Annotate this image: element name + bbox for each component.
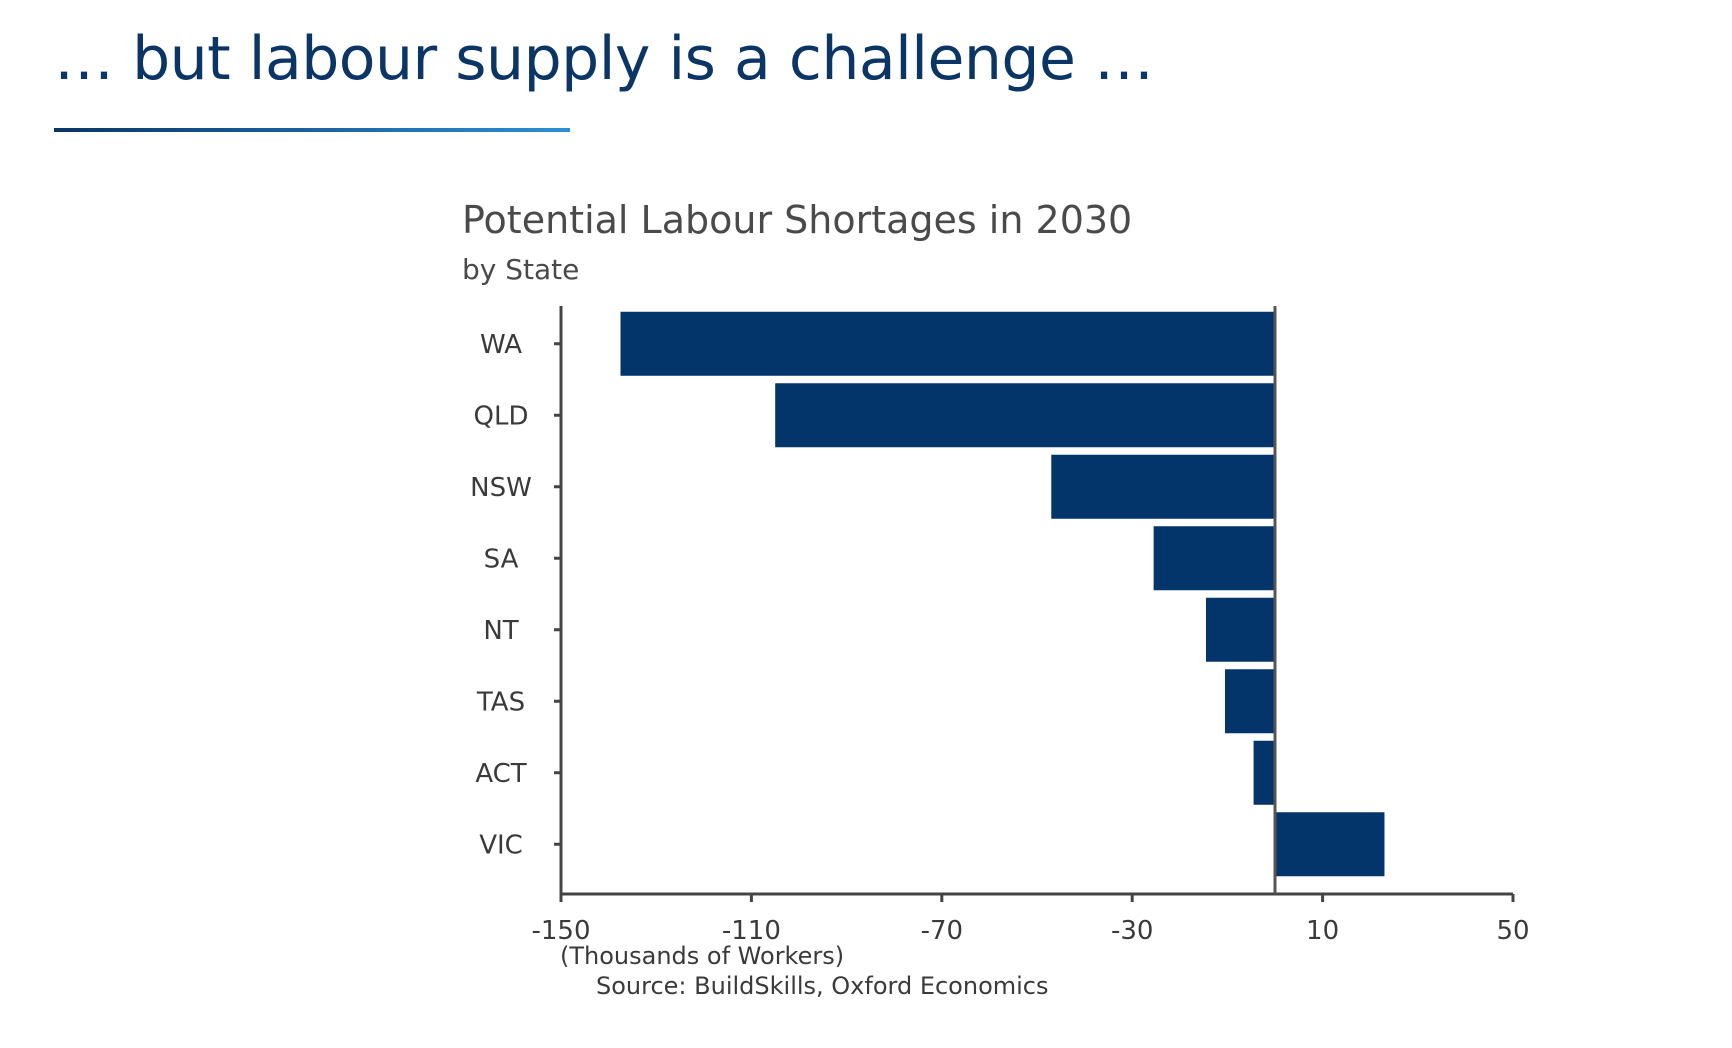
category-label-act: ACT: [475, 759, 526, 789]
x-tick-label: -110: [722, 916, 781, 946]
bar-qld: [775, 383, 1275, 448]
x-tick-label: 10: [1306, 916, 1339, 946]
bars-layer: [620, 311, 1385, 877]
category-label-nt: NT: [483, 616, 518, 646]
x-axis-label: (Thousands of Workers): [560, 942, 845, 970]
labels-layer: WA QLD NSW SA NT TAS ACT VIC -150 -110 -70 -30 10 50: [470, 330, 1529, 946]
x-tick-label: -30: [1111, 916, 1153, 946]
chart-subtitle: by State: [462, 253, 580, 286]
bar-nt: [1205, 597, 1275, 662]
bar-sa: [1153, 526, 1275, 591]
chart-title: Potential Labour Shortages in 2030: [462, 198, 1133, 242]
bar-vic: [1275, 812, 1385, 877]
bar-act: [1253, 740, 1275, 805]
bar-tas: [1225, 669, 1275, 734]
category-label-wa: WA: [480, 330, 522, 360]
bar-wa: [620, 311, 1275, 376]
title-underline: [54, 128, 570, 132]
category-label-tas: TAS: [476, 687, 525, 717]
x-tick-label: 50: [1496, 916, 1529, 946]
bar-nsw: [1051, 454, 1275, 519]
axes-layer: [554, 306, 1515, 902]
category-label-vic: VIC: [479, 830, 523, 860]
slide-title: … but labour supply is a challenge …: [54, 24, 1154, 94]
x-tick-label: -70: [921, 916, 963, 946]
category-label-nsw: NSW: [470, 473, 532, 503]
category-label-qld: QLD: [474, 401, 529, 431]
x-tick-label: -150: [531, 916, 590, 946]
category-label-sa: SA: [484, 544, 519, 574]
source-note: Source: BuildSkills, Oxford Economics: [596, 972, 1049, 1000]
